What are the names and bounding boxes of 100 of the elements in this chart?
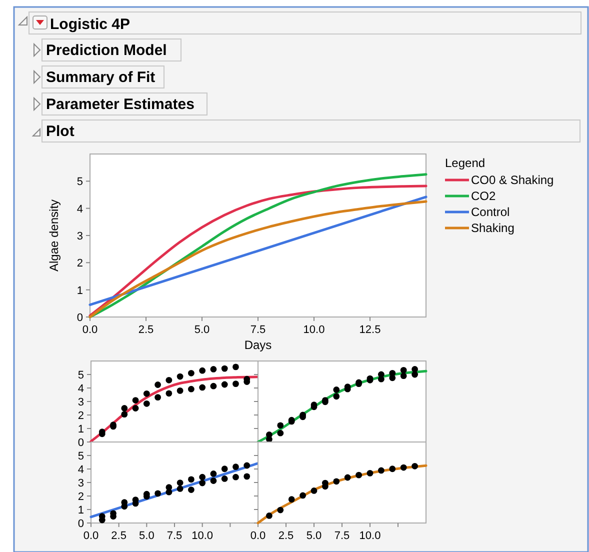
- legend-label: Control: [471, 205, 510, 219]
- point: [310, 488, 318, 494]
- point: [400, 366, 407, 374]
- x-tick-label: 5.0: [306, 530, 322, 542]
- x-tick-label: 0.0: [83, 530, 99, 542]
- point: [199, 384, 206, 391]
- point: [389, 374, 396, 382]
- point: [154, 490, 161, 497]
- point: [199, 480, 206, 486]
- x-tick-label: 7.5: [166, 530, 182, 542]
- point: [132, 500, 139, 507]
- y-tick-label: 4: [78, 464, 84, 476]
- x-tick-label: 10.0: [303, 324, 325, 336]
- x-tick-label: 0.0: [82, 324, 98, 336]
- legend-title: Legend: [445, 156, 486, 170]
- point: [176, 480, 184, 486]
- point: [132, 405, 139, 412]
- point: [188, 386, 194, 392]
- point: [210, 470, 217, 477]
- point: [188, 476, 194, 483]
- y-tick-label: 1: [78, 424, 84, 436]
- x-tick-label: 5.0: [194, 324, 210, 336]
- point: [232, 474, 239, 480]
- point: [412, 366, 418, 372]
- point: [333, 393, 340, 400]
- x-tick-label: 0.0: [250, 530, 266, 542]
- x-tick-label: 10.0: [359, 530, 381, 542]
- y-tick-label: 0: [78, 437, 84, 449]
- point: [188, 370, 194, 376]
- point: [288, 496, 295, 503]
- point: [176, 388, 184, 394]
- point: [121, 411, 128, 418]
- point: [232, 464, 239, 470]
- y-tick-label: 0: [76, 312, 83, 324]
- y-tick-label: 4: [76, 203, 83, 216]
- x-axis-title: Days: [244, 338, 272, 352]
- y-tick-label: 5: [78, 370, 84, 382]
- point: [244, 473, 250, 480]
- point: [300, 492, 306, 499]
- text: Plot: [46, 123, 74, 140]
- point: [232, 380, 239, 388]
- point: [378, 467, 384, 474]
- point: [221, 466, 228, 472]
- point: [389, 466, 396, 472]
- x-tick-label: 7.5: [334, 530, 350, 542]
- y-tick-label: 2: [76, 258, 83, 270]
- legend-label: CO0 & Shaking: [471, 173, 554, 187]
- point: [333, 478, 340, 485]
- point: [277, 506, 284, 514]
- y-tick-label: 4: [78, 383, 84, 395]
- point: [166, 488, 172, 496]
- x-tick-label: 2.5: [138, 324, 154, 336]
- point: [400, 372, 407, 380]
- point: [210, 366, 217, 372]
- point: [121, 503, 128, 510]
- point: [221, 476, 228, 482]
- x-tick-label: 12.5: [359, 324, 381, 336]
- point: [176, 486, 184, 492]
- point: [143, 400, 150, 407]
- line-series: [90, 376, 260, 443]
- point: [188, 486, 194, 493]
- point: [176, 373, 184, 380]
- x-tick-label: 2.5: [111, 530, 126, 542]
- point: [221, 381, 228, 388]
- point: [266, 512, 272, 519]
- point: [121, 405, 128, 412]
- point: [277, 430, 284, 436]
- point: [344, 474, 351, 481]
- point: [154, 382, 161, 388]
- x-tick-label: 5.0: [139, 530, 154, 542]
- point: [412, 371, 418, 378]
- point: [400, 464, 407, 471]
- point: [221, 365, 228, 372]
- y-tick-label: 2: [78, 410, 84, 422]
- point: [356, 472, 362, 478]
- point: [166, 376, 172, 384]
- point: [143, 390, 150, 397]
- y-tick-label: 5: [76, 176, 83, 188]
- y-tick-label: 3: [76, 230, 83, 242]
- point: [154, 394, 161, 401]
- x-tick-label: 7.5: [250, 324, 266, 336]
- point: [166, 390, 172, 397]
- legend-label: CO2: [471, 189, 496, 203]
- point: [366, 470, 374, 476]
- point: [277, 422, 284, 429]
- y-tick-label: 2: [78, 491, 84, 503]
- point: [199, 474, 206, 480]
- point: [333, 386, 340, 393]
- point: [132, 397, 139, 404]
- x-tick-label: 10.0: [192, 530, 214, 542]
- point: [322, 483, 328, 490]
- y-tick-label: 5: [78, 450, 84, 462]
- y-tick-label: 1: [78, 504, 84, 516]
- point: [210, 382, 217, 390]
- text: Prediction Model: [46, 42, 167, 59]
- point: [412, 462, 418, 470]
- y-tick-label: 1: [76, 284, 83, 297]
- y-tick-label: 3: [78, 478, 84, 490]
- x-tick-label: 2.5: [278, 530, 294, 542]
- legend-label: Shaking: [471, 221, 514, 235]
